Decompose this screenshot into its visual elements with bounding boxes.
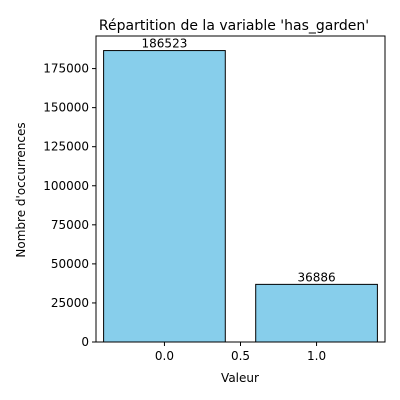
- x-tick-label-0: 0.0: [155, 349, 174, 363]
- y-tick-label-3: 75000: [51, 218, 89, 232]
- y-tick-label-4: 100000: [43, 179, 89, 193]
- y-axis: 0 25000 50000 75000 100000 125000 150000 175000: [43, 62, 96, 349]
- data-label-1: 36886: [297, 270, 335, 284]
- y-tick-label-1: 25000: [51, 296, 89, 310]
- x-tick-label-2: 1.0: [307, 349, 326, 363]
- y-axis-label: Nombre d'occurrences: [14, 122, 28, 257]
- bars-group: [103, 50, 378, 343]
- y-tick-label-6: 150000: [43, 101, 89, 115]
- x-tick-label-1: 0.5: [231, 349, 250, 363]
- y-tick-label-5: 125000: [43, 140, 89, 154]
- bar-1: [255, 283, 378, 343]
- y-tick-label-2: 50000: [51, 257, 89, 271]
- y-tick-label-7: 175000: [43, 62, 89, 76]
- y-tick-label-0: 0: [81, 335, 89, 349]
- plot-frame: [95, 35, 386, 343]
- chart-title: Répartition de la variable 'has_garden': [99, 18, 369, 34]
- x-axis: 0.0 0.5 1.0: [155, 342, 326, 363]
- data-label-0: 186523: [142, 37, 188, 51]
- data-labels-group: 186523 36886: [142, 37, 336, 285]
- bar-0: [103, 50, 226, 343]
- x-axis-label: Valeur: [221, 371, 259, 385]
